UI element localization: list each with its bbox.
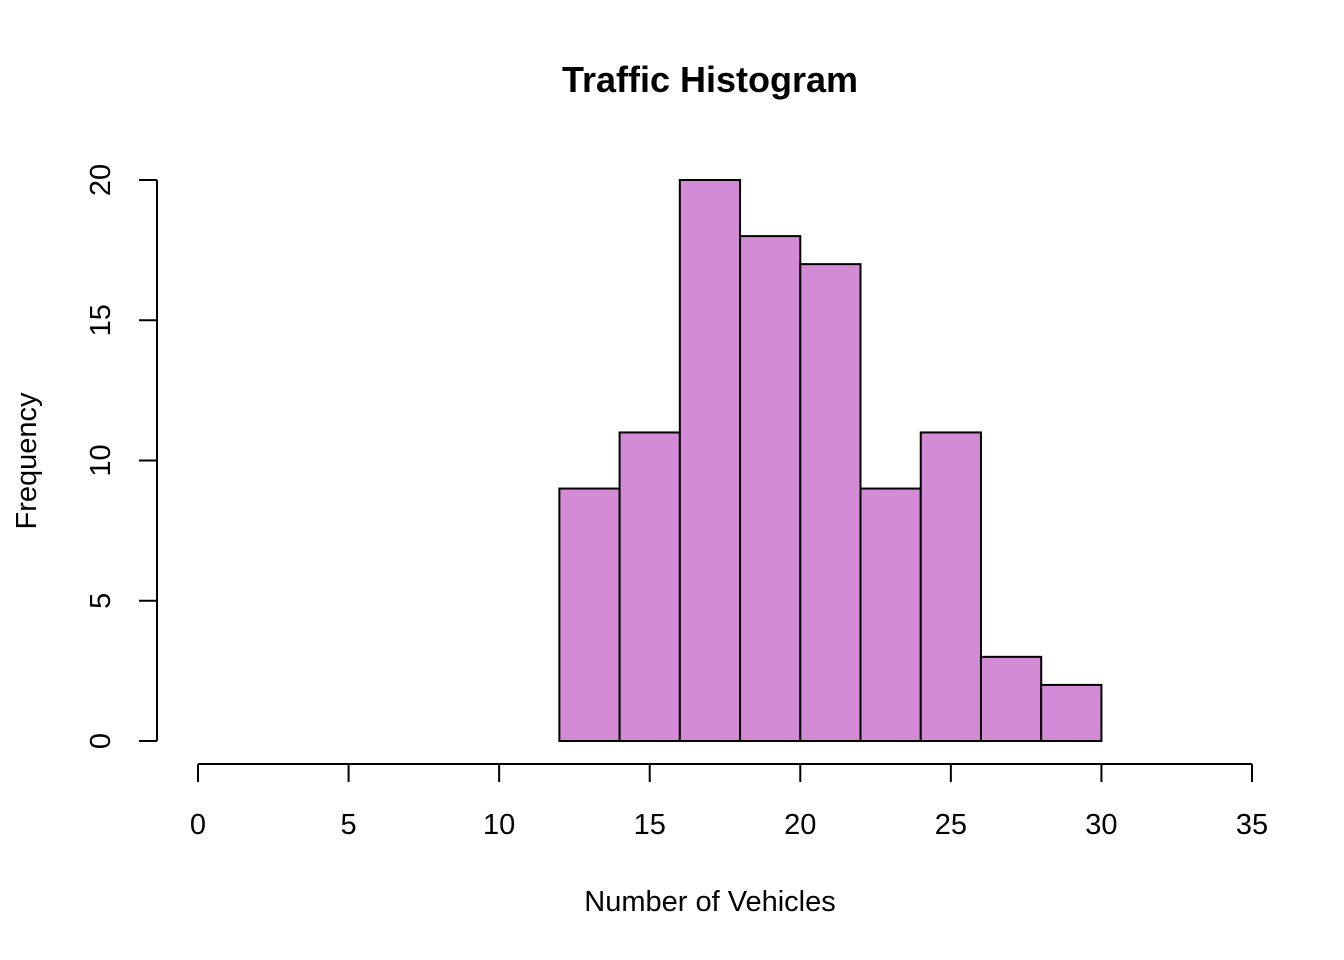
histogram-bar <box>979 655 1043 742</box>
bars-layer <box>558 179 1103 743</box>
y-tick-label: 5 <box>85 593 117 609</box>
histogram-bar <box>919 431 982 742</box>
y-axis-label: Frequency <box>11 392 43 530</box>
y-tick-label: 0 <box>85 733 117 749</box>
x-axis-label: Number of Vehicles <box>584 886 835 918</box>
x-tick-label: 25 <box>935 809 967 841</box>
x-tick-label: 30 <box>1085 809 1117 841</box>
x-tick-label: 5 <box>341 809 357 841</box>
x-tick-label: 0 <box>190 809 206 841</box>
x-tick-label: 15 <box>634 809 666 841</box>
y-tick-label: 10 <box>85 444 117 476</box>
histogram-bar <box>859 487 922 742</box>
histogram-bar <box>1040 683 1103 743</box>
histogram-bar <box>618 431 681 742</box>
x-tick-label: 10 <box>483 809 515 841</box>
chart-title: Traffic Histogram <box>562 59 858 100</box>
x-axis: 0 5 10 15 20 25 30 35 <box>190 763 1268 841</box>
histogram-bar <box>799 263 862 742</box>
x-tick-label: 35 <box>1236 809 1268 841</box>
histogram-bar <box>739 235 802 742</box>
y-tick-label: 20 <box>85 164 117 196</box>
x-tick-label: 20 <box>784 809 816 841</box>
histogram-bar <box>678 179 742 742</box>
histogram-bar <box>558 487 621 742</box>
y-tick-label: 15 <box>85 304 117 336</box>
y-axis: 0 5 10 15 20 <box>85 164 158 749</box>
